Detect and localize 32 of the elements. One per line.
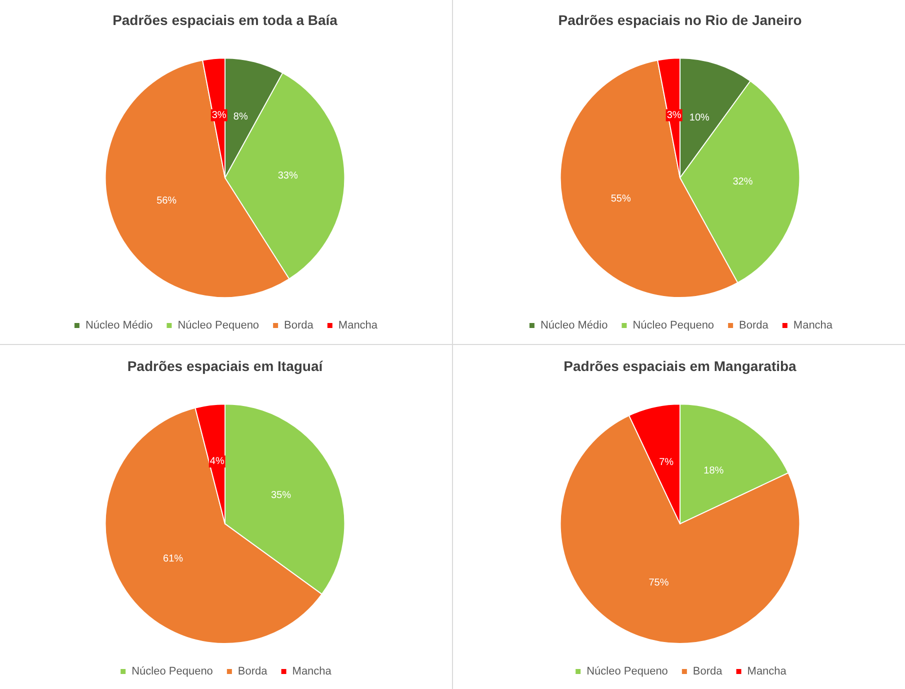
data-label: 35% [270,490,292,501]
data-label: 8% [233,111,248,122]
legend-label: Núcleo Pequeno [178,320,260,332]
legend-label: Mancha [292,666,332,678]
data-label: 55% [610,194,631,205]
chart-title: Padrões espaciais no Rio de Janeiro [558,12,802,28]
data-label: 3% [666,110,682,121]
legend-label: Mancha [793,320,834,332]
data-label: 32% [732,176,753,188]
legend-label: Núcleo Pequeno [632,320,714,332]
legend-label: Núcleo Médio [540,320,608,332]
data-label: 61% [163,554,184,565]
legend-label: Mancha [747,666,788,678]
legend-label: Borda [284,320,314,332]
legend-label: Borda [238,666,268,678]
chart-title: Padrões espaciais em toda a Baía [112,12,338,28]
data-label: 33% [278,170,298,182]
data-label: 75% [648,577,669,588]
legend-label: Borda [692,666,724,678]
data-label: 3% [212,110,226,121]
legend-label: Núcleo Pequeno [586,666,668,678]
legend-label: Núcleo Médio [85,320,153,332]
data-label: 56% [156,195,177,206]
chart-title: Padrões espaciais em Itaguaí [127,358,324,374]
data-label: 7% [659,457,674,468]
legend-label: Núcleo Pequeno [132,666,213,678]
data-label: 10% [689,112,710,124]
data-label: 18% [704,465,724,476]
legend-label: Borda [739,320,770,332]
data-label: 4% [210,456,224,467]
legend-label: Mancha [338,320,378,332]
chart-title: Padrões espaciais em Mangaratiba [564,358,797,374]
